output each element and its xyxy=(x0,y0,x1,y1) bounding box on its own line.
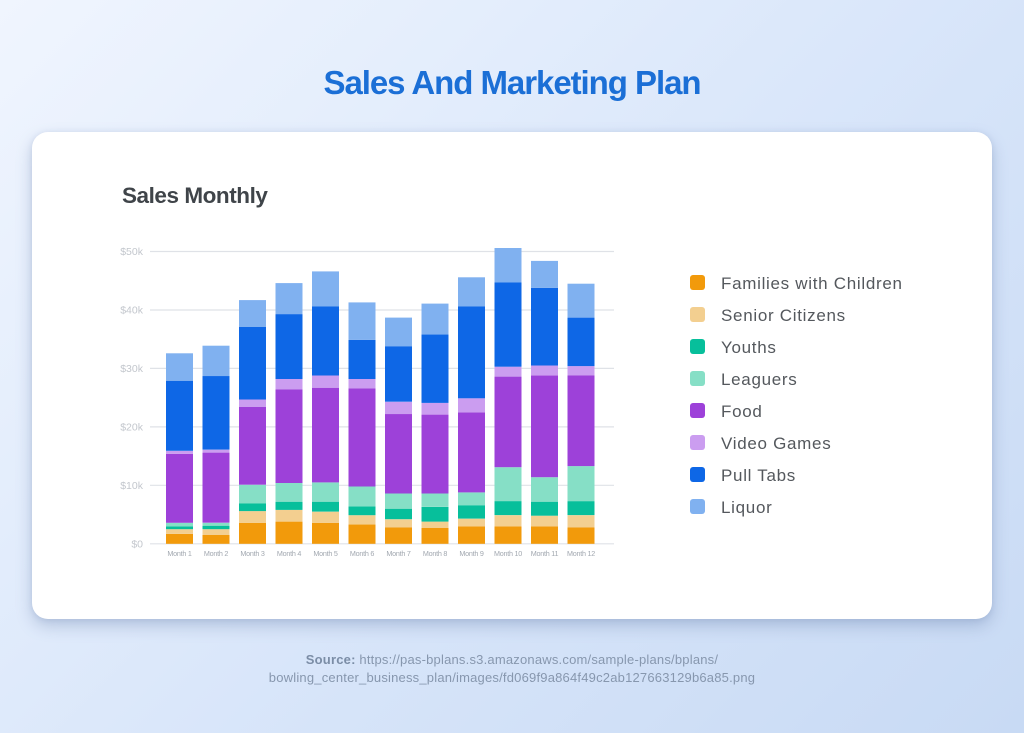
svg-text:Month 8: Month 8 xyxy=(423,549,447,558)
svg-text:Month 10: Month 10 xyxy=(494,549,522,558)
svg-text:Month 1: Month 1 xyxy=(167,549,191,558)
svg-text:$50k: $50k xyxy=(120,246,144,258)
svg-text:$10k: $10k xyxy=(120,480,144,492)
svg-text:Month 3: Month 3 xyxy=(240,549,264,558)
svg-text:Month 6: Month 6 xyxy=(350,549,374,558)
svg-text:$40k: $40k xyxy=(120,305,144,317)
svg-text:Month 4: Month 4 xyxy=(277,549,301,558)
svg-text:$30k: $30k xyxy=(120,363,144,375)
svg-text:Month 2: Month 2 xyxy=(204,549,228,558)
svg-text:Month 11: Month 11 xyxy=(531,549,559,558)
svg-text:Month 12: Month 12 xyxy=(567,549,595,558)
svg-text:$0: $0 xyxy=(131,538,143,550)
svg-text:Month 9: Month 9 xyxy=(459,549,483,558)
svg-text:$20k: $20k xyxy=(120,421,144,433)
svg-text:Month 7: Month 7 xyxy=(386,549,410,558)
svg-text:Month 5: Month 5 xyxy=(313,549,337,558)
